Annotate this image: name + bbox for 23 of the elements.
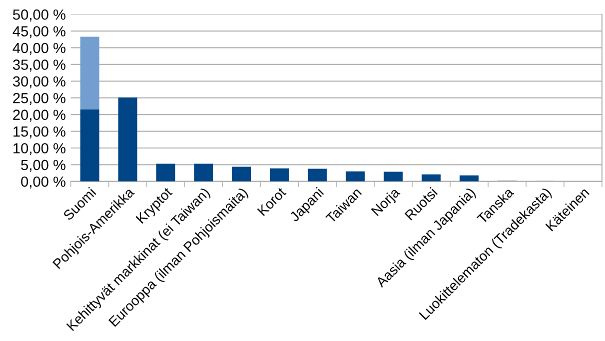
y-tick-label: 25,00 % — [13, 92, 66, 106]
y-tick-label: 50,00 % — [13, 9, 66, 22]
bar — [384, 172, 403, 182]
bar — [80, 36, 100, 110]
y-tick-label: 5,00 % — [21, 160, 66, 172]
y-tick-label: 20,00 % — [13, 110, 66, 122]
bar — [308, 168, 327, 182]
y-tick-label: 40,00 % — [12, 42, 66, 55]
y-tick-label: 0,00 % — [21, 176, 66, 189]
bar — [194, 164, 214, 182]
bar — [118, 98, 138, 182]
y-tick-label: 35,00 % — [12, 60, 66, 72]
y-tick-label: 30,00 % — [12, 76, 66, 88]
bar — [460, 175, 479, 182]
bar — [422, 174, 441, 182]
y-tick-label: 10,00 % — [14, 143, 66, 156]
bar — [232, 166, 252, 182]
bar — [80, 109, 100, 182]
y-tick-label: 15,00 % — [14, 126, 66, 138]
y-tick-label: 45,00 % — [12, 26, 66, 38]
bar — [270, 168, 289, 182]
bar — [156, 164, 176, 182]
bar — [346, 171, 365, 182]
